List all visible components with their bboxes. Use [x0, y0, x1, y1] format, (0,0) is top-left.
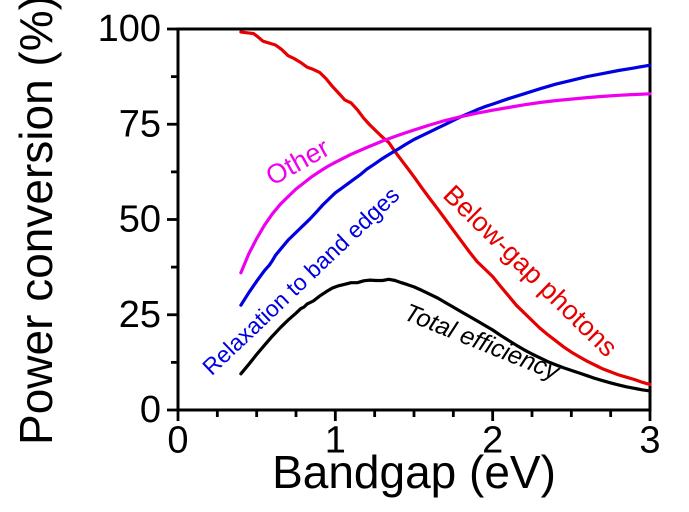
curve-label-other: Other [261, 132, 335, 191]
series-line-total-efficiency [239, 277, 652, 393]
series-line-other [239, 92, 652, 275]
series-line-below-gap-photons [239, 30, 652, 387]
y-tick-label: 25 [119, 294, 161, 336]
y-tick-label: 100 [98, 8, 161, 50]
y-tick-label: 50 [119, 199, 161, 241]
x-axis-label: Bandgap (eV) [272, 446, 556, 498]
y-tick-label: 75 [119, 103, 161, 145]
series-line-relaxation-to-band-edges [239, 63, 652, 307]
x-tick-label: 3 [639, 419, 660, 461]
x-tick-label: 2 [482, 419, 503, 461]
y-axis-label: Power conversion (%) [10, 0, 62, 445]
y-tick-label: 0 [140, 389, 161, 431]
plot-frame [176, 27, 652, 412]
x-tick-label: 1 [325, 419, 346, 461]
x-tick-label: 0 [167, 419, 188, 461]
curve-label-total-efficiency: Total efficiency [400, 298, 564, 386]
